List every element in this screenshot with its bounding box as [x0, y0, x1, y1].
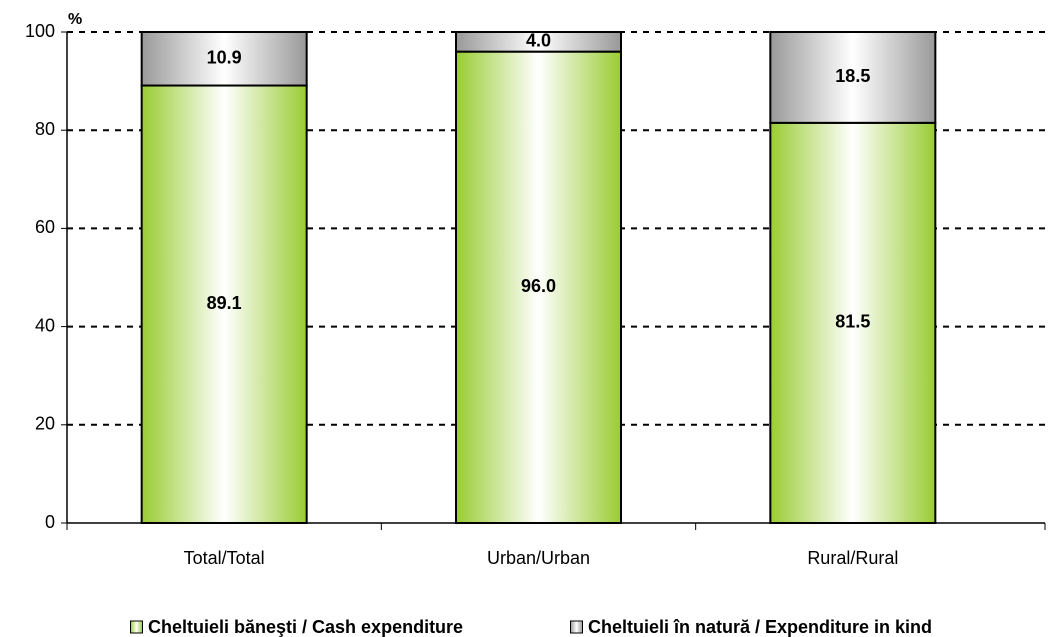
y-tick-label: 80: [35, 119, 55, 139]
y-tick-label: 20: [35, 414, 55, 434]
bar-segment: [455, 31, 622, 53]
legend-swatch: [570, 620, 583, 634]
bar-segment: [140, 31, 308, 87]
bar-segment: [769, 31, 937, 124]
bar-segment: [455, 50, 622, 524]
x-tick-label: Total/Total: [184, 548, 265, 568]
x-tick-label: Rural/Rural: [807, 548, 898, 568]
legend-label: Cheltuieli în natură / Expenditure in ki…: [588, 617, 932, 637]
data-label: 10.9: [207, 48, 242, 68]
y-tick-label: 0: [45, 512, 55, 532]
y-tick-label: 60: [35, 217, 55, 237]
data-label: 89.1: [207, 293, 242, 313]
y-tick-label: 40: [35, 315, 55, 335]
y-tick-label: 100: [25, 21, 55, 41]
data-label: 81.5: [835, 312, 870, 332]
legend-swatch: [130, 620, 143, 634]
data-label: 96.0: [521, 276, 556, 296]
legend-label: Cheltuieli băneşti / Cash expenditure: [148, 617, 463, 637]
y-axis-label: %: [68, 11, 82, 28]
data-label: 4.0: [526, 31, 551, 51]
x-tick-label: Urban/Urban: [487, 548, 590, 568]
data-label: 18.5: [835, 66, 870, 86]
